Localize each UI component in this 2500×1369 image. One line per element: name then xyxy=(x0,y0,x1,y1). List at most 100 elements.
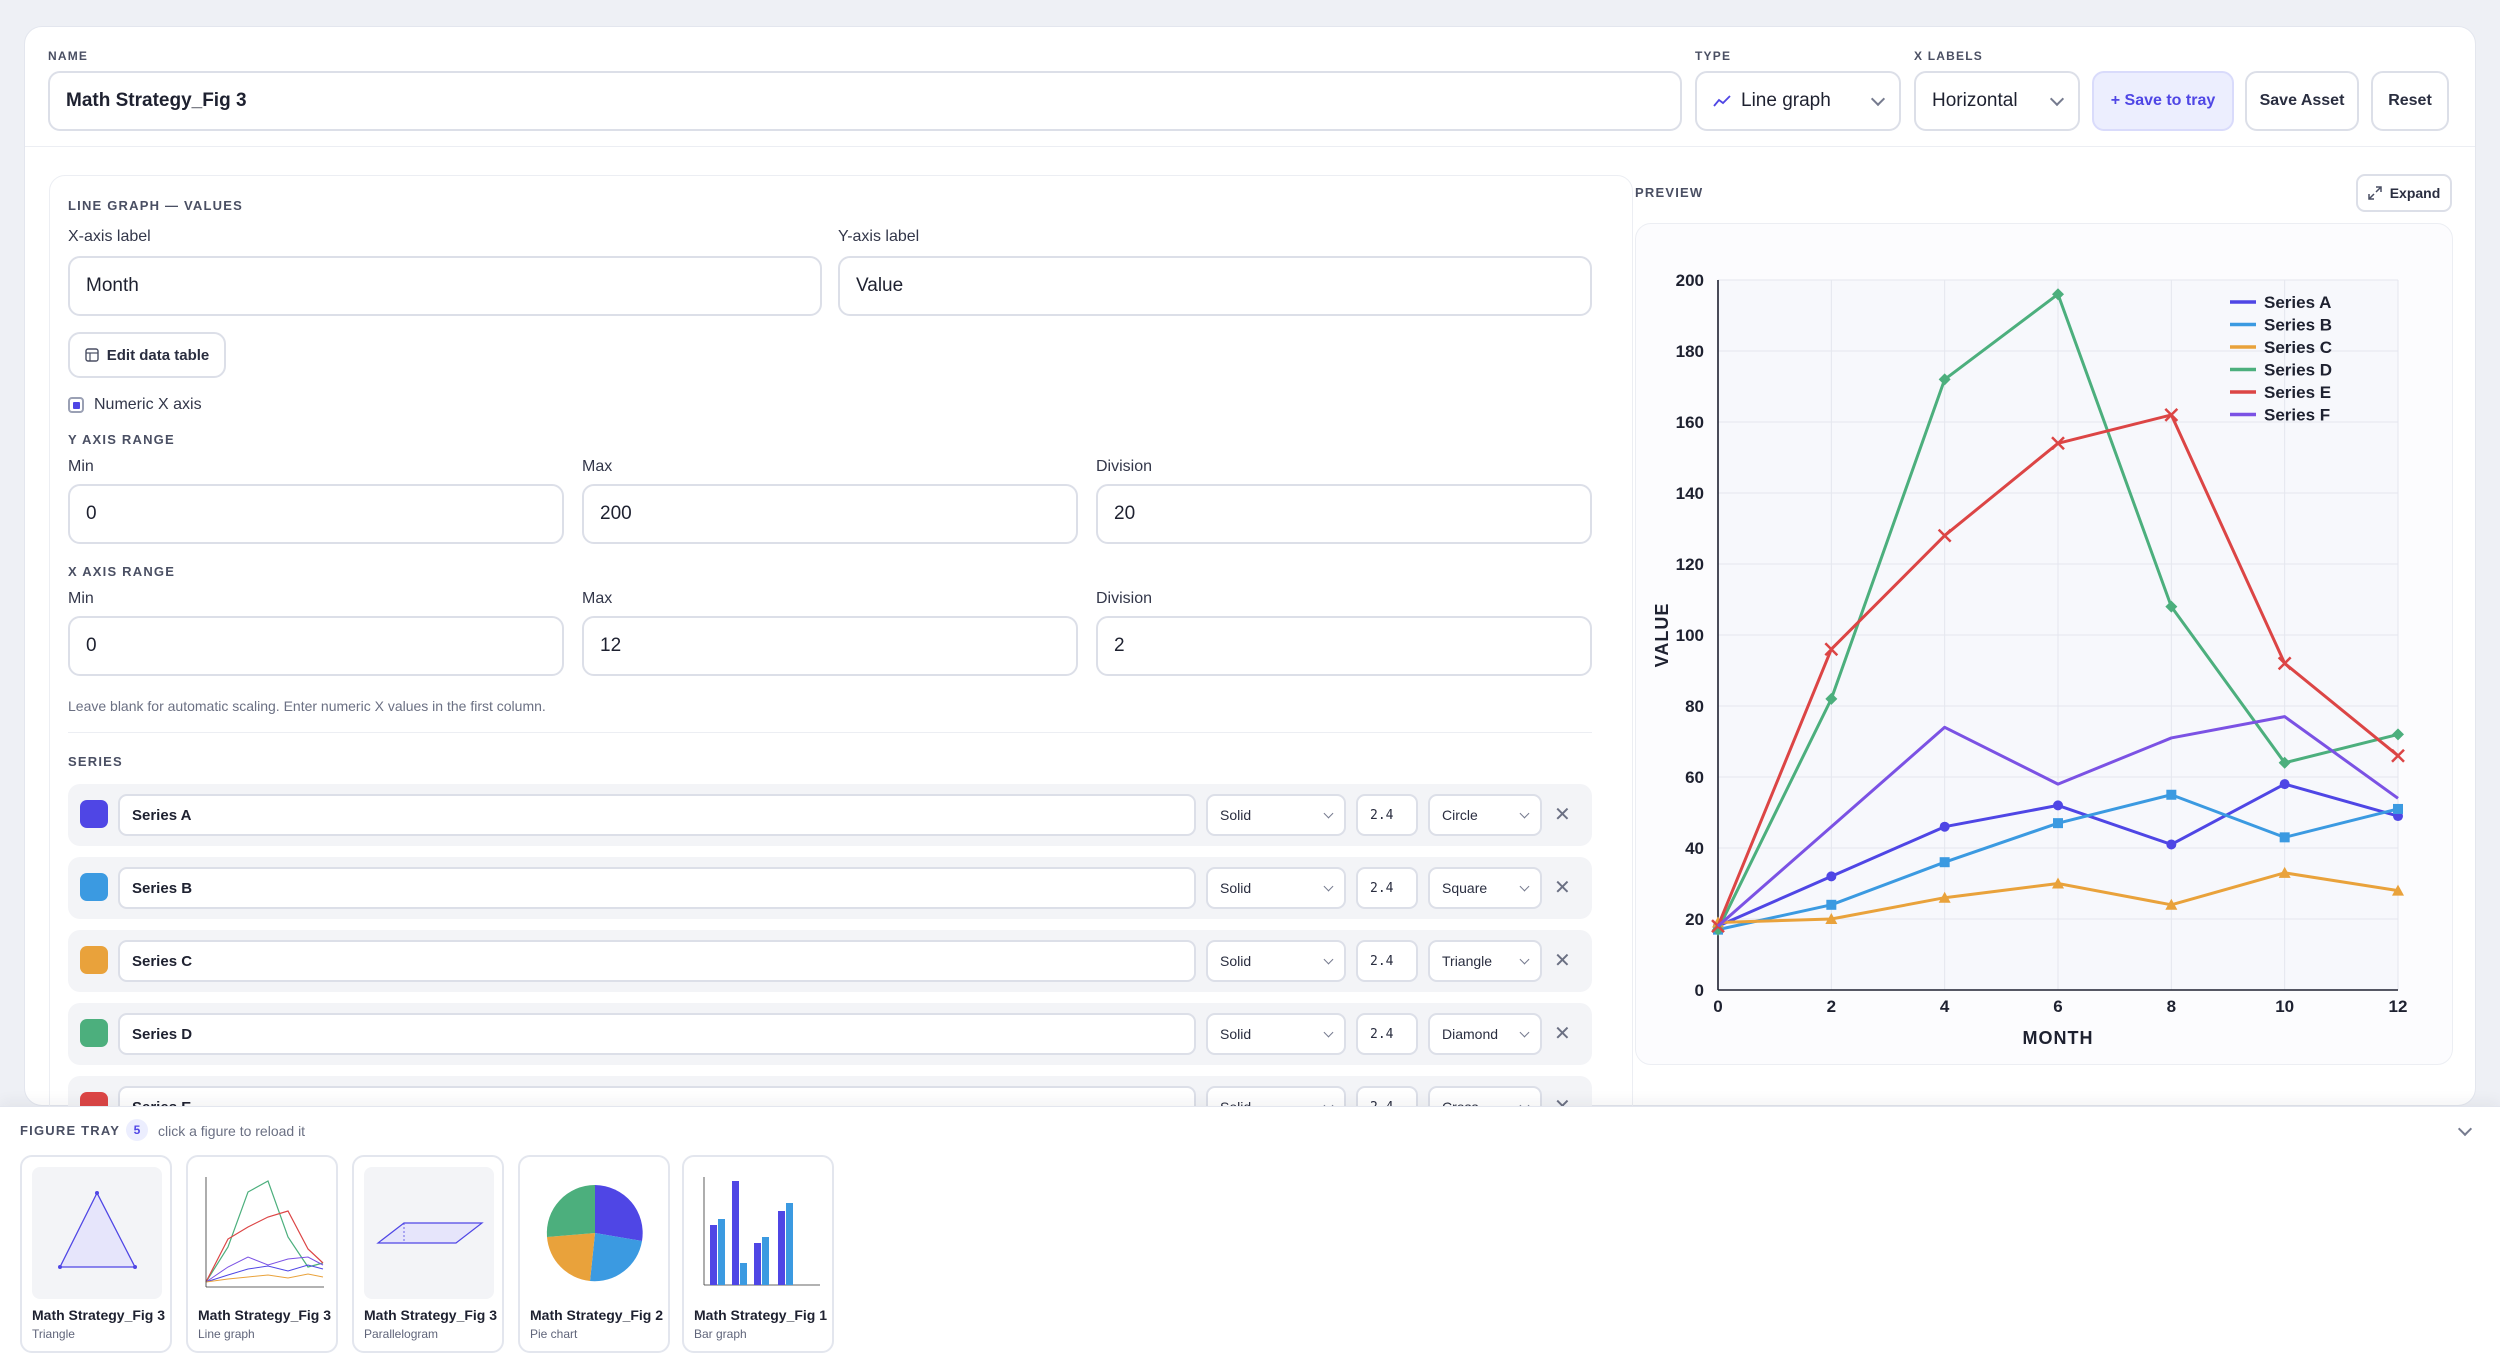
data-point xyxy=(2166,839,2177,850)
series-marker-select[interactable]: Diamond xyxy=(1428,1013,1542,1055)
series-style-select[interactable]: Solid xyxy=(1206,940,1346,982)
bar-graph-thumbnail xyxy=(694,1167,824,1299)
y-tick-label: 20 xyxy=(1685,910,1704,929)
expand-button[interactable]: Expand xyxy=(2356,174,2452,212)
series-style-select[interactable]: Solid xyxy=(1206,1013,1346,1055)
remove-series-icon[interactable]: ✕ xyxy=(1554,877,1571,899)
name-input-value: Math Strategy_Fig 3 xyxy=(66,90,247,111)
y-division-input[interactable]: 20 xyxy=(1096,484,1592,544)
edit-data-table-button[interactable]: Edit data table xyxy=(68,332,226,378)
series-row: Series A Solid 2.4 Circle ✕ xyxy=(68,784,1592,846)
series-width-value: 2.4 xyxy=(1370,880,1394,896)
xaxis-label: X-axis label xyxy=(68,228,151,245)
y-min-input[interactable]: 0 xyxy=(68,484,564,544)
series-row: Series D Solid 2.4 Diamond ✕ xyxy=(68,1003,1592,1065)
series-marker-select[interactable]: Circle xyxy=(1428,794,1542,836)
tray-item-title: Math Strategy_Fig 3 xyxy=(364,1307,498,1323)
chevron-down-icon xyxy=(1323,954,1334,964)
series-marker-select[interactable]: Triangle xyxy=(1428,940,1542,982)
x-tick-label: 8 xyxy=(2167,997,2176,1016)
save-to-tray-button[interactable]: + Save to tray xyxy=(2092,71,2234,131)
legend-label: Series C xyxy=(2264,338,2332,357)
chevron-down-icon xyxy=(1519,881,1530,891)
editor-card: NAME Math Strategy_Fig 3 TYPE Line graph… xyxy=(24,26,2476,1135)
data-point xyxy=(1825,913,1838,924)
data-point xyxy=(2052,877,2064,889)
tray-item[interactable]: Math Strategy_Fig 1 Bar graph xyxy=(682,1155,834,1353)
data-point xyxy=(1938,373,1951,386)
type-label: TYPE xyxy=(1695,49,1732,63)
series-width-input[interactable]: 2.4 xyxy=(1356,940,1418,982)
xlabels-select[interactable]: Horizontal xyxy=(1914,71,2080,131)
data-point xyxy=(1825,692,1838,705)
remove-series-icon[interactable]: ✕ xyxy=(1554,804,1571,826)
legend-label: Series F xyxy=(2264,406,2330,425)
x-division-value: 2 xyxy=(1114,635,1125,656)
series-marker-value: Diamond xyxy=(1442,1026,1499,1042)
line-graph-icon xyxy=(1713,95,1731,107)
series-name-input[interactable]: Series A xyxy=(118,794,1196,836)
series-color-swatch[interactable] xyxy=(80,946,108,974)
series-width-input[interactable]: 2.4 xyxy=(1356,794,1418,836)
legend-label: Series E xyxy=(2264,383,2331,402)
type-select[interactable]: Line graph xyxy=(1695,71,1901,131)
series-style-select[interactable]: Solid xyxy=(1206,867,1346,909)
tray-item-subtitle: Parallelogram xyxy=(364,1327,439,1341)
tray-item[interactable]: Math Strategy_Fig 2 Pie chart xyxy=(518,1155,670,1353)
series-name-input[interactable]: Series D xyxy=(118,1013,1196,1055)
y-division-label: Division xyxy=(1096,458,1153,475)
data-point xyxy=(1712,923,1724,936)
tray-item[interactable]: Math Strategy_Fig 3 Triangle xyxy=(20,1155,172,1353)
x-division-input[interactable]: 2 xyxy=(1096,616,1592,676)
series-line xyxy=(1717,715,2399,928)
name-input[interactable]: Math Strategy_Fig 3 xyxy=(48,71,1682,131)
series-style-select[interactable]: Solid xyxy=(1206,794,1346,836)
series-color-swatch[interactable] xyxy=(80,873,108,901)
save-asset-button[interactable]: Save Asset xyxy=(2245,71,2359,131)
tray-count-badge: 5 xyxy=(126,1119,148,1141)
xlabels-label: X LABELS xyxy=(1914,49,1983,63)
tray-item-title: Math Strategy_Fig 3 xyxy=(198,1307,332,1323)
series-width-input[interactable]: 2.4 xyxy=(1356,867,1418,909)
remove-series-icon[interactable]: ✕ xyxy=(1554,1023,1571,1045)
collapse-tray-icon[interactable] xyxy=(2457,1121,2473,1137)
x-tick-label: 12 xyxy=(2389,997,2408,1016)
y-max-input[interactable]: 200 xyxy=(582,484,1078,544)
line-chart: 0 20 40 60 80 100 120 140 160 180 200 0 2 4 6 8 10 12 MONT… xyxy=(1652,271,2408,1048)
chevron-down-icon xyxy=(1519,1027,1530,1037)
x-min-label: Min xyxy=(68,590,94,607)
numeric-x-label: Numeric X axis xyxy=(94,396,202,413)
chevron-down-icon xyxy=(1323,881,1334,891)
tray-item-title: Math Strategy_Fig 2 xyxy=(530,1307,664,1323)
numeric-x-checkbox[interactable]: Numeric X axis xyxy=(68,396,202,414)
table-icon xyxy=(85,348,99,362)
series-title: SERIES xyxy=(68,754,123,769)
series-name-value: Series B xyxy=(132,879,193,897)
x-range-title: X AXIS RANGE xyxy=(68,564,176,579)
xaxis-input[interactable]: Month xyxy=(68,256,822,316)
y-tick-label: 40 xyxy=(1685,839,1704,858)
x-max-input[interactable]: 12 xyxy=(582,616,1078,676)
y-max-value: 200 xyxy=(600,503,632,524)
series-width-input[interactable]: 2.4 xyxy=(1356,1013,1418,1055)
series-color-swatch[interactable] xyxy=(80,1019,108,1047)
x-tick-label: 4 xyxy=(1940,997,1950,1016)
tray-item[interactable]: Math Strategy_Fig 3 Line graph xyxy=(186,1155,338,1353)
data-point xyxy=(2278,866,2291,878)
x-min-input[interactable]: 0 xyxy=(68,616,564,676)
tray-item[interactable]: Math Strategy_Fig 3 Parallelogram xyxy=(352,1155,504,1353)
y-tick-label: 200 xyxy=(1676,271,1704,290)
series-color-swatch[interactable] xyxy=(80,800,108,828)
series-marker-select[interactable]: Square xyxy=(1428,867,1542,909)
tray-item-title: Math Strategy_Fig 1 xyxy=(694,1307,828,1323)
data-point xyxy=(2166,789,2177,800)
series-name-input[interactable]: Series C xyxy=(118,940,1196,982)
remove-series-icon[interactable]: ✕ xyxy=(1554,950,1571,972)
yaxis-value: Value xyxy=(856,275,904,296)
line-graph-thumbnail xyxy=(198,1167,328,1299)
series-name-value: Series A xyxy=(132,806,192,824)
reset-button[interactable]: Reset xyxy=(2371,71,2449,131)
yaxis-input[interactable]: Value xyxy=(838,256,1592,316)
series-name-input[interactable]: Series B xyxy=(118,867,1196,909)
data-point xyxy=(1938,891,1951,903)
